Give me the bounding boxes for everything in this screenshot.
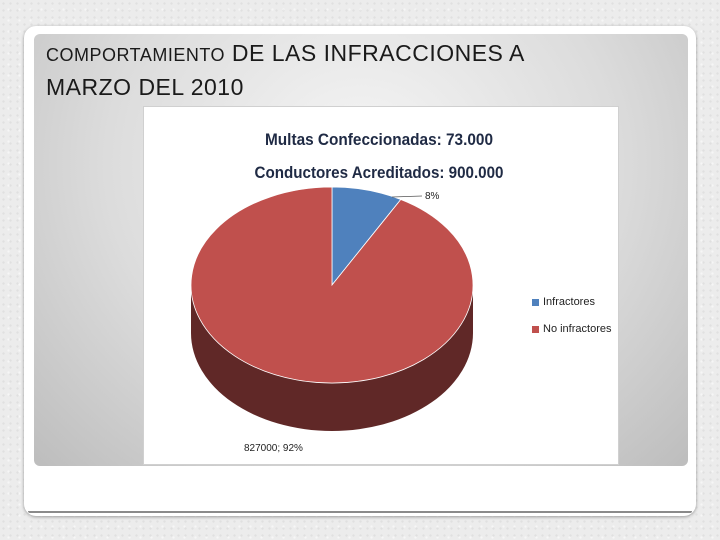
- pie-side-wall: [191, 285, 473, 431]
- label-leader-line: [391, 195, 423, 198]
- title-part-2: DE LAS INFRACCIONES A: [225, 40, 525, 66]
- title-part-1: COMPORTAMIENTO: [46, 45, 226, 65]
- data-label-infractores: 8%: [425, 191, 440, 202]
- pie-slice-no-infractores: [190, 186, 474, 384]
- title-line-2: MARZO DEL 2010: [46, 74, 244, 100]
- chart-title-line-2: Conductores Acreditados: 900.000: [255, 163, 504, 182]
- pie-chart: Multas Confeccionadas: 73.000 Conductore…: [190, 130, 504, 454]
- legend-swatch-infractores: [532, 298, 539, 306]
- legend-item-no-infractores: No infractores: [532, 322, 611, 336]
- chart-legend: Infractores No infractores: [532, 295, 611, 349]
- data-label-no-infractores: 827000; 92%: [244, 443, 303, 454]
- legend-swatch-no-infractores: [532, 325, 539, 333]
- chart-title-line-1: Multas Confeccionadas: 73.000: [265, 130, 493, 149]
- slide-title: COMPORTAMIENTO DE LAS INFRACCIONES A MAR…: [46, 38, 666, 106]
- chart-area: Multas Confeccionadas: 73.000 Conductore…: [143, 106, 619, 465]
- legend-label-infractores: Infractores: [543, 296, 595, 308]
- slide-bottom-border: [28, 511, 692, 513]
- legend-label-no-infractores: No infractores: [543, 323, 612, 335]
- legend-item-infractores: Infractores: [532, 295, 611, 309]
